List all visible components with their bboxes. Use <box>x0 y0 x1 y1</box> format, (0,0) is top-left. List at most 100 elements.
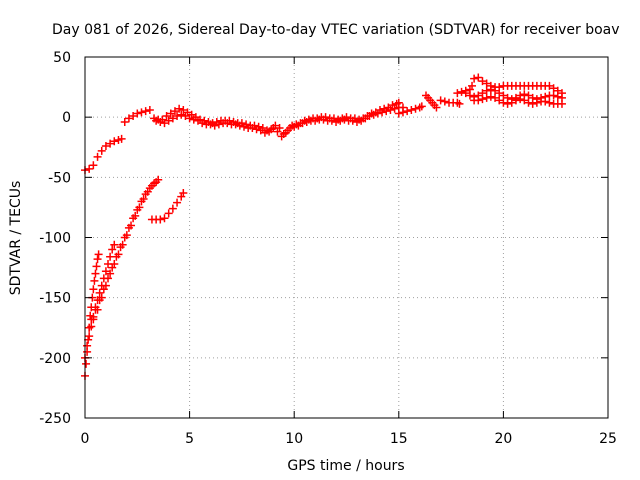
data-point <box>256 126 265 135</box>
data-point <box>290 122 299 131</box>
data-point <box>265 127 274 136</box>
data-point <box>436 96 445 105</box>
data-point <box>298 119 307 128</box>
data-point <box>124 223 133 232</box>
data-point <box>97 146 106 155</box>
data-point <box>101 142 110 151</box>
data-point <box>83 341 92 350</box>
data-point <box>124 114 133 123</box>
data-point <box>491 93 500 102</box>
data-point <box>92 262 101 271</box>
x-tick-label: 15 <box>390 431 408 447</box>
series-track-evening-upper <box>453 73 566 98</box>
data-point <box>156 117 165 126</box>
series-track-initial-rise <box>81 134 126 175</box>
series-track-rising-upper <box>87 175 163 324</box>
data-point <box>129 111 138 120</box>
data-point <box>378 108 387 117</box>
data-point <box>137 197 146 206</box>
y-tick-label: -150 <box>39 291 71 307</box>
data-point <box>110 137 119 146</box>
data-point <box>417 102 426 111</box>
data-point <box>491 86 500 95</box>
data-point <box>106 139 115 148</box>
data-point <box>499 98 508 107</box>
data-point <box>93 255 102 264</box>
data-point <box>503 99 512 108</box>
data-point <box>465 91 474 100</box>
data-point <box>532 98 541 107</box>
data-point <box>93 152 102 161</box>
data-point <box>95 288 104 297</box>
data-point <box>156 215 165 224</box>
data-point <box>89 285 98 294</box>
data-point <box>173 198 182 207</box>
data-point <box>154 175 163 184</box>
data-point <box>89 161 98 170</box>
data-point <box>311 116 320 125</box>
data-point <box>141 190 150 199</box>
data-point <box>365 111 374 120</box>
y-axis-label: SDTVAR / TECUs <box>8 181 24 296</box>
data-point <box>160 119 169 128</box>
data-point <box>235 121 244 130</box>
data-point <box>210 121 219 130</box>
y-tick-label: -250 <box>39 411 71 427</box>
data-point <box>252 125 261 134</box>
data-point <box>117 134 126 143</box>
data-point <box>87 315 96 324</box>
data-point <box>162 111 171 120</box>
series-track-main-lower <box>152 103 407 141</box>
data-point <box>214 120 223 129</box>
data-point <box>108 245 117 254</box>
grid-lines <box>85 57 608 418</box>
x-tick-label: 5 <box>185 431 194 447</box>
data-point <box>411 104 420 113</box>
data-point <box>332 117 341 126</box>
data-point <box>277 132 286 141</box>
data-point <box>281 128 290 137</box>
data-point <box>133 109 142 118</box>
data-point <box>231 120 240 129</box>
data-point <box>166 109 175 118</box>
series-track-mid-segment <box>147 188 188 224</box>
data-point <box>108 263 117 272</box>
data-point <box>455 99 464 108</box>
data-point <box>160 214 169 223</box>
data-point <box>145 105 154 114</box>
data-point <box>499 91 508 100</box>
series-track-short-bar <box>421 91 441 112</box>
data-point <box>524 98 533 107</box>
data-point <box>141 107 150 116</box>
data-point <box>302 117 311 126</box>
data-point <box>390 104 399 113</box>
data-point <box>474 96 483 105</box>
data-point <box>206 120 215 129</box>
data-point <box>474 73 483 82</box>
data-point <box>273 127 282 136</box>
data-point <box>386 105 395 114</box>
data-point <box>129 214 138 223</box>
data-point <box>181 111 190 120</box>
data-point <box>549 91 558 100</box>
data-point <box>248 123 257 132</box>
data-point <box>120 233 129 242</box>
data-point <box>516 95 525 104</box>
data-point <box>104 274 113 283</box>
data-point <box>177 110 186 119</box>
data-point <box>175 104 184 113</box>
data-point <box>133 205 142 214</box>
data-point <box>223 119 232 128</box>
data-point <box>189 115 198 124</box>
data-point <box>507 98 516 107</box>
x-tick-label: 10 <box>285 431 303 447</box>
data-point <box>85 323 94 332</box>
x-tick-label: 0 <box>81 431 90 447</box>
data-point <box>106 269 115 278</box>
y-tick-label: -200 <box>39 351 71 367</box>
data-point <box>482 79 491 88</box>
data-point <box>85 332 94 341</box>
data-point <box>553 92 562 101</box>
data-point <box>260 128 269 137</box>
data-point <box>486 85 495 94</box>
